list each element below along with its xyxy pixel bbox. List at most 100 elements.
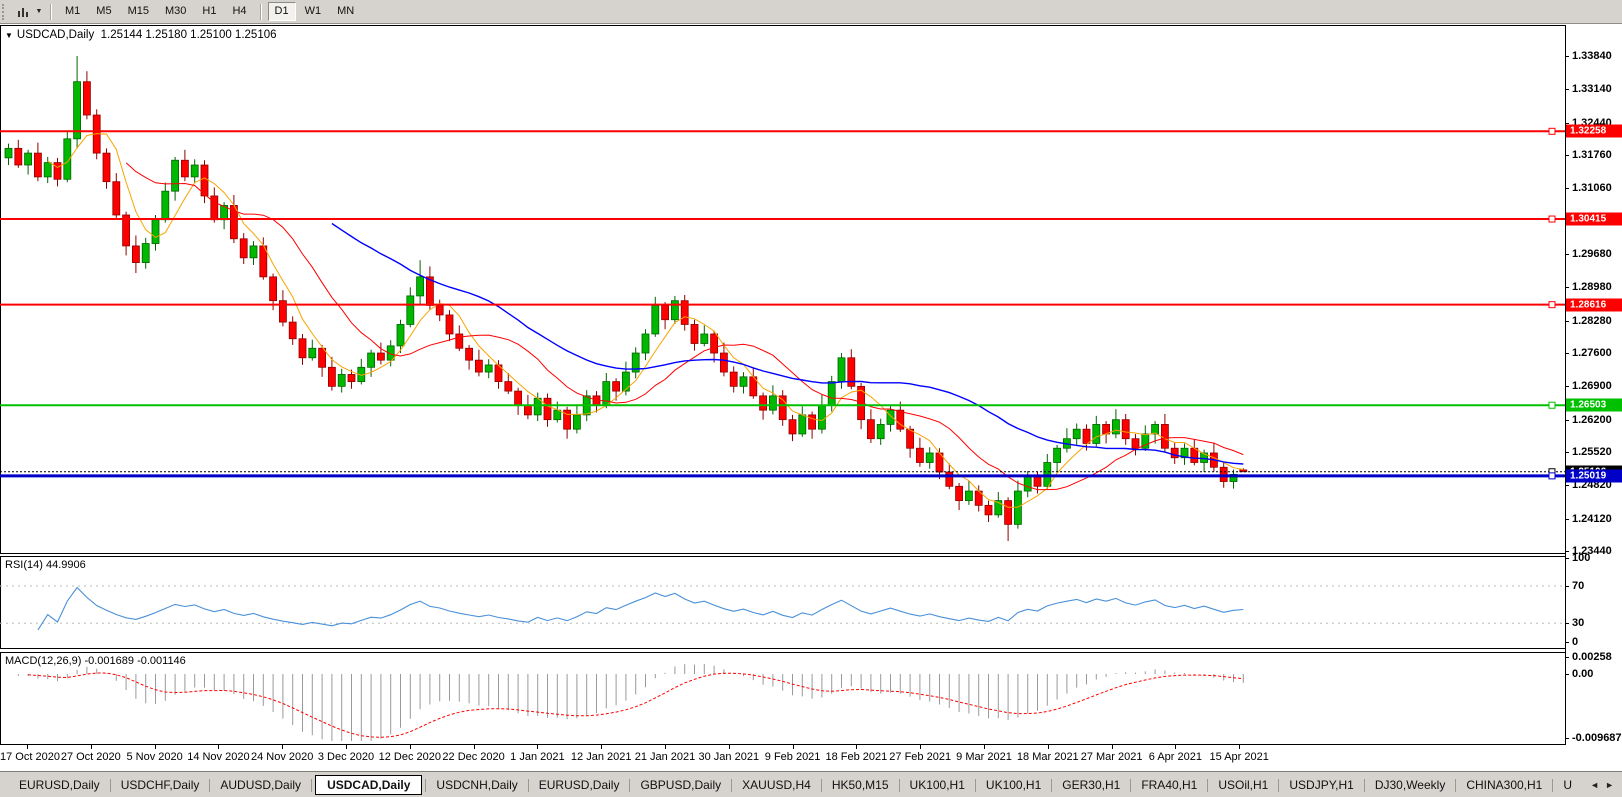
tab-separator — [1363, 778, 1365, 792]
tab-separator — [527, 778, 529, 792]
price-badge-1.26503: 1.26503 — [1566, 398, 1622, 412]
price-axis-line — [1565, 25, 1566, 745]
chart-tab-gbpusd-daily[interactable]: GBPUSD,Daily — [640, 778, 722, 792]
chart-tab-eurusd-daily[interactable]: EURUSD,Daily — [538, 778, 620, 792]
macd-pane[interactable] — [0, 652, 1566, 745]
hline-marker[interactable] — [1548, 401, 1556, 409]
tab-separator — [1455, 778, 1457, 792]
chart-tab-usdjpy-h1[interactable]: USDJPY,H1 — [1289, 778, 1354, 792]
chart-tab-fra40-h1[interactable]: FRA40,H1 — [1141, 778, 1198, 792]
timeframe-buttons: M1 M5 M15 M30 H1 H4 D1 W1 MN — [57, 2, 362, 21]
chart-tab-usoil-h1[interactable]: USOil,H1 — [1218, 778, 1269, 792]
date-axis-tick — [1239, 745, 1241, 749]
tab-separator — [1207, 778, 1209, 792]
date-axis-label: 12 Dec 2020 — [378, 751, 441, 763]
chart-bars-icon[interactable] — [14, 3, 32, 21]
tab-scroll-right-button[interactable]: ► — [1605, 780, 1614, 790]
chart-tab-china300-h1[interactable]: CHINA300,H1 — [1466, 778, 1543, 792]
macd-histogram — [17, 664, 1244, 741]
price-axis-label: 1.27600 — [1572, 347, 1612, 360]
chart-menu-icon[interactable]: ▼ — [5, 31, 13, 40]
date-axis-label: 9 Feb 2021 — [764, 751, 821, 763]
tab-separator — [820, 778, 822, 792]
chart-tab-usdcnh-daily[interactable]: USDCNH,Daily — [436, 778, 518, 792]
date-axis-label: 5 Nov 2020 — [126, 751, 183, 763]
timeframe-button-m30[interactable]: M30 — [164, 5, 187, 17]
hline-marker[interactable] — [1548, 472, 1556, 480]
toolbar-grip[interactable] — [2, 3, 8, 20]
tab-scroll-left-button[interactable]: ◄ — [1590, 780, 1600, 790]
chart-tab-uk100-h1[interactable]: UK100,H1 — [909, 778, 965, 792]
chart-tab-audusd-daily[interactable]: AUDUSD,Daily — [220, 778, 302, 792]
ma-line-34 — [331, 222, 1244, 465]
chart-tab-u[interactable]: U — [1563, 778, 1573, 792]
toolbar-separator — [50, 3, 52, 20]
date-axis-tick — [728, 745, 730, 749]
date-axis-tick — [601, 745, 603, 749]
candlestick-series — [4, 56, 1248, 542]
hline-marker[interactable] — [1548, 215, 1556, 223]
chart-tab-usdcad-daily[interactable]: USDCAD,Daily — [315, 775, 423, 795]
price-axis-label: 1.31760 — [1572, 149, 1612, 161]
price-axis-tick — [1565, 452, 1569, 454]
chart-tab-xauusd-h4[interactable]: XAUUSD,H4 — [742, 778, 811, 792]
price-axis-tick — [1565, 320, 1569, 322]
price-badge-1.30415: 1.30415 — [1566, 212, 1622, 226]
macd-axis-tick — [1565, 657, 1569, 658]
price-axis-label: 1.28280 — [1572, 314, 1612, 327]
tab-separator — [1051, 778, 1053, 792]
price-axis-label: 1.33140 — [1572, 83, 1612, 96]
main-price-pane[interactable] — [0, 25, 1566, 554]
hline-marker[interactable] — [1548, 127, 1556, 135]
price-axis-tick — [1565, 155, 1569, 156]
chart-tab-dj30-weekly[interactable]: DJ30,Weekly — [1374, 778, 1446, 792]
date-axis-label: 24 Nov 2020 — [250, 751, 314, 763]
date-axis-label: 17 Oct 2020 — [0, 751, 60, 763]
date-axis-tick — [90, 745, 92, 749]
price-axis-tick — [1565, 485, 1569, 487]
date-axis-tick — [346, 745, 347, 749]
chart-title: ▼ USDCAD,Daily 1.25144 1.25180 1.25100 1.… — [5, 29, 277, 41]
tab-separator — [311, 778, 313, 792]
macd-label: MACD(12,26,9) -0.001689 -0.001146 — [5, 655, 186, 667]
timeframe-button-m1[interactable]: M1 — [65, 5, 81, 17]
chart-tab-usdchf-daily[interactable]: USDCHF,Daily — [120, 778, 200, 792]
price-axis-label: 1.25520 — [1572, 446, 1612, 459]
price-axis-tick — [1565, 353, 1569, 355]
price-badge-1.28616: 1.28616 — [1566, 298, 1622, 312]
chart-tab-hk50-m15[interactable]: HK50,M15 — [831, 778, 889, 792]
timeframe-button-w1[interactable]: W1 — [304, 5, 322, 17]
toolbar-dropdown-icon[interactable]: ▼ — [35, 8, 43, 15]
timeframe-button-m15[interactable]: M15 — [127, 5, 149, 17]
date-axis-label: 27 Oct 2020 — [60, 751, 121, 763]
timeframe-toolbar: ▼ M1 M5 M15 M30 H1 H4 D1 W1 MN — [0, 0, 1622, 24]
date-axis-label: 3 Dec 2020 — [317, 751, 375, 763]
macd-axis-tick — [1565, 674, 1569, 675]
date-axis-label: 15 Apr 2021 — [1209, 751, 1269, 763]
timeframe-button-mn[interactable]: MN — [337, 5, 355, 17]
price-axis-tick — [1565, 89, 1569, 91]
chart-tab-uk100-h1[interactable]: UK100,H1 — [985, 778, 1042, 792]
date-axis-tick — [792, 745, 794, 749]
rsi-pane[interactable] — [0, 556, 1566, 649]
price-axis-tick — [1565, 122, 1569, 124]
timeframe-button-d1[interactable]: D1 — [267, 2, 296, 21]
price-axis-tick — [1565, 56, 1569, 57]
price-axis-tick — [1565, 188, 1569, 190]
price-axis-label: 1.23440 — [1572, 545, 1612, 558]
chart-tab-eurusd-daily[interactable]: EURUSD,Daily — [19, 778, 100, 792]
tab-scroll-buttons: ◄ ► — [1590, 780, 1622, 790]
ma-line-5 — [47, 133, 1244, 508]
date-axis-tick — [537, 745, 539, 749]
date-axis-label: 21 Jan 2021 — [634, 751, 696, 763]
price-axis-label: 1.28980 — [1572, 281, 1612, 294]
chart-tab-ger30-h1[interactable]: GER30,H1 — [1062, 778, 1121, 792]
date-axis-tick — [282, 745, 284, 749]
timeframe-button-m5[interactable]: M5 — [96, 5, 112, 17]
timeframe-button-h4[interactable]: H4 — [232, 5, 247, 17]
hline-marker[interactable] — [1548, 301, 1556, 309]
price-axis-tick — [1565, 419, 1569, 421]
toolbar-separator — [259, 3, 262, 20]
date-axis-label: 27 Feb 2021 — [889, 751, 952, 763]
timeframe-button-h1[interactable]: H1 — [202, 5, 217, 17]
